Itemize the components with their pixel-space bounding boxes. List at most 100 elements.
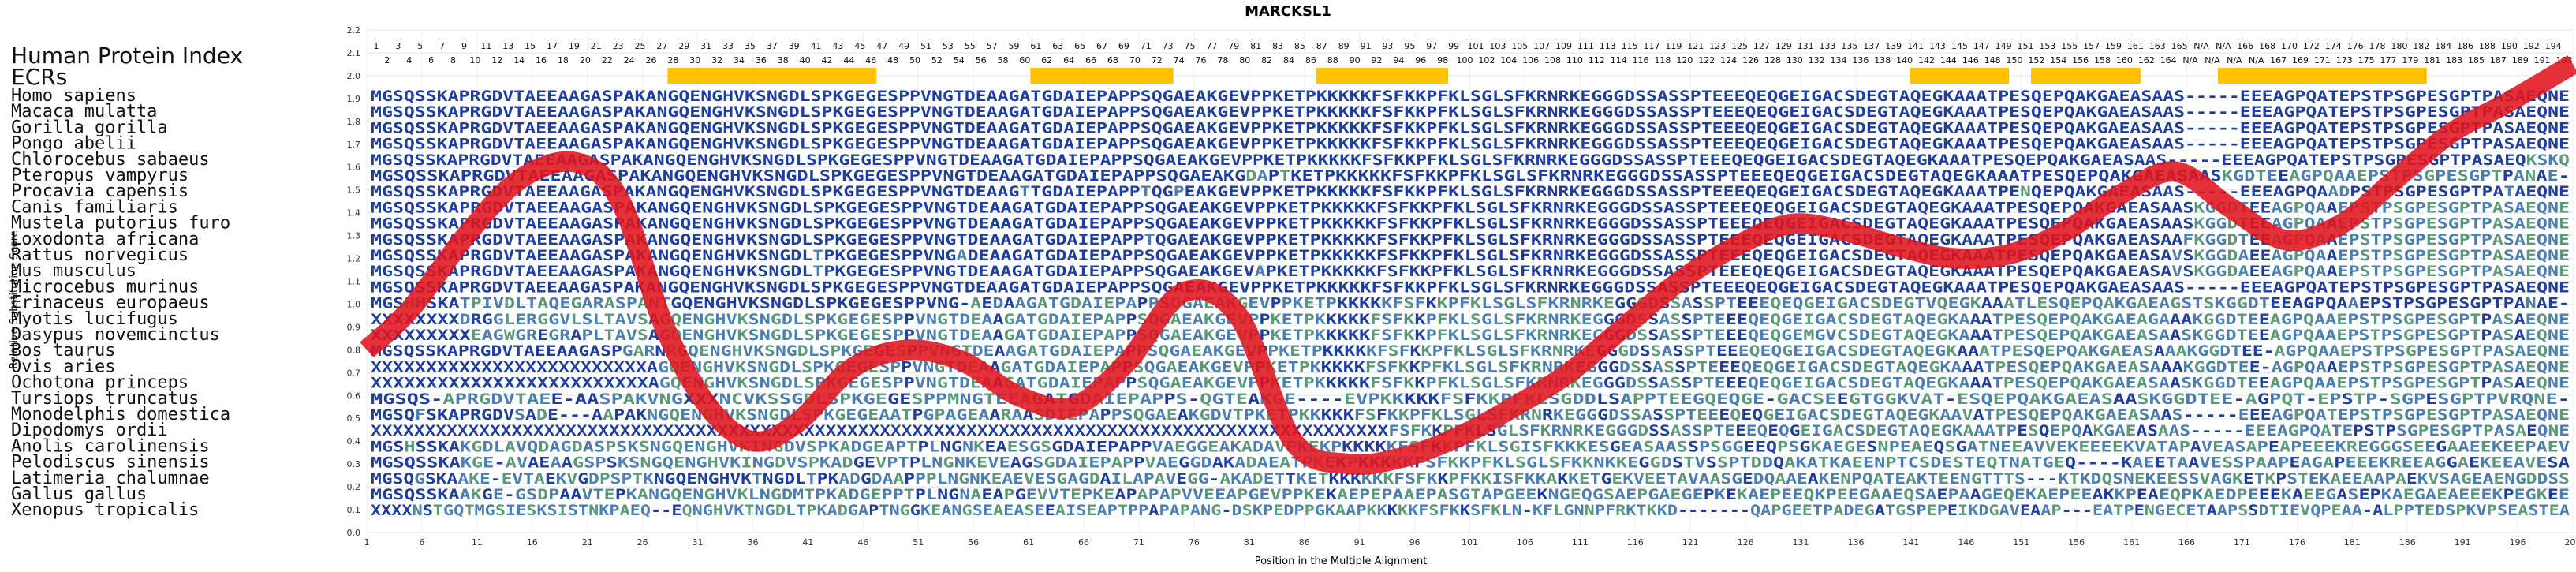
hpi-number-odd: 109: [1555, 41, 1572, 51]
y-tick-label: 0.6: [347, 391, 361, 401]
hpi-number-odd: 186: [2457, 41, 2473, 51]
hpi-number-odd: 69: [1118, 41, 1129, 51]
y-tick-label: 1.0: [347, 299, 361, 309]
x-tick-label: 106: [1517, 537, 1533, 548]
hpi-number-odd: 101: [1467, 41, 1484, 51]
hpi-number-even: 88: [1327, 55, 1338, 65]
x-tick-label: 56: [968, 537, 979, 548]
ecr-block: [2030, 68, 2141, 84]
species-label: Loxodonta africana: [11, 230, 199, 249]
y-tick-label: 0.5: [347, 413, 361, 424]
hpi-number-even: 110: [1566, 55, 1583, 65]
x-tick-label: 71: [1133, 537, 1144, 548]
x-tick-label: 101: [1462, 537, 1478, 548]
hpi-number-odd: 170: [2281, 41, 2298, 51]
hpi-number-odd: 71: [1141, 41, 1152, 51]
alignment-row: MGSQSSKAPRGDVTAEEAAGASP G A R N R GQ E NG H VK S NG D…: [371, 342, 2570, 360]
ecr-blocks: [667, 68, 2427, 84]
x-tick-label: 26: [637, 537, 648, 548]
x-tick-label: 121: [1682, 537, 1699, 548]
hpi-number-even: 177: [2380, 55, 2396, 65]
species-label: Tursiops truncatus: [11, 389, 199, 409]
hpi-number-even: 150: [2007, 55, 2023, 65]
species-label: Xenopus tropicalis: [11, 500, 199, 520]
hpi-number-even: 160: [2116, 55, 2133, 65]
hpi-number-even: 128: [1764, 55, 1781, 65]
hpi-number-odd: 85: [1294, 41, 1305, 51]
hpi-number-odd: 25: [635, 41, 646, 51]
x-tick-label: 6: [419, 537, 424, 548]
hpi-number-even: 120: [1676, 55, 1693, 65]
hpi-number-odd: 65: [1074, 41, 1085, 51]
hpi-number-odd: 35: [745, 41, 756, 51]
hpi-number-odd: 11: [480, 41, 491, 51]
hpi-number-even: 102: [1478, 55, 1495, 65]
hpi-number-odd: 192: [2523, 41, 2540, 51]
hpi-number-even: 138: [1874, 55, 1891, 65]
hpi-number-odd: 7: [439, 41, 445, 51]
hpi-number-odd: 59: [1008, 41, 1019, 51]
species-label: Chlorocebus sabaeus: [11, 150, 210, 170]
y-tick-label: 2.0: [347, 71, 361, 81]
x-tick-label: 46: [857, 537, 868, 548]
hpi-number-odd: 125: [1731, 41, 1748, 51]
x-tick-label: 146: [1958, 537, 1974, 548]
species-label: Rattus norvegicus: [11, 245, 189, 265]
hpi-number-odd: 139: [1885, 41, 1902, 51]
y-tick-label: 0.2: [347, 482, 361, 492]
hpi-number-odd: 27: [656, 41, 667, 51]
hpi-number-even: 183: [2446, 55, 2462, 65]
alignment-row: XXXX NSTGQ TMG SIE SKS IST NKP AEQ --E QNG HVK TNG D…: [371, 502, 2570, 519]
hpi-number-odd: 75: [1185, 41, 1196, 51]
x-tick-label: 61: [1023, 537, 1034, 548]
hpi-number-even: 50: [909, 55, 920, 65]
hpi-number-odd: 29: [678, 41, 689, 51]
y-tick-label: 1.4: [347, 208, 361, 219]
x-tick-label: 156: [2068, 537, 2085, 548]
hpi-number-odd: 3: [395, 41, 401, 51]
y-tick-label: 1.8: [347, 117, 361, 127]
hpi-number-even: 56: [976, 55, 987, 65]
species-label: Canis familiaris: [11, 197, 178, 217]
score-line: [360, 55, 2576, 476]
species-label: Procavia capensis: [11, 181, 189, 201]
hpi-number-even: 144: [1940, 55, 1957, 65]
hpi-number-odd: 67: [1096, 41, 1107, 51]
human-protein-index-numbers: 1 3 5 7 9 11 13 15 17 19 21 23 25 27 29 31 33 35 37 39 41 43 4…: [373, 41, 2572, 65]
hpi-number-odd: 95: [1404, 41, 1415, 51]
hpi-number-even: 14: [513, 55, 525, 65]
y-tick-label: 1.6: [347, 163, 361, 173]
alignment-row: MGSQSSKAPRGDVTAEEAAGASPAKANGQENGHVKSNGDL…: [371, 119, 2570, 136]
hpi-number-odd: 129: [1775, 41, 1792, 51]
hpi-number-even: 84: [1283, 55, 1294, 65]
hpi-number-even: N/A: [2182, 55, 2198, 65]
ecr-block: [667, 68, 877, 84]
hpi-number-odd: 143: [1929, 41, 1946, 51]
hpi-number-even: 158: [2094, 55, 2111, 65]
hpi-number-odd: 166: [2237, 41, 2253, 51]
hpi-number-even: 78: [1217, 55, 1228, 65]
species-label: Ochotona princeps: [11, 373, 189, 393]
hpi-number-odd: 141: [1907, 41, 1924, 51]
hpi-number-odd: 93: [1382, 41, 1393, 51]
hpi-number-even: 187: [2490, 55, 2507, 65]
hpi-number-odd: 151: [2017, 41, 2033, 51]
hpi-number-even: 38: [778, 55, 789, 65]
hpi-number-even: 136: [1852, 55, 1869, 65]
alignment-row: MGSQSSKA A K G E - GS D P AA VT E P K A NG Q EN G HV K LN G DM T…: [371, 486, 2570, 503]
alignment-row: MGSQSSKAPRGDVTAEEAAGASPAKANGQENGHVKSNGDL…: [371, 103, 2570, 121]
hpi-number-even: 148: [1984, 55, 2001, 65]
alignment-row: MGSQSSKAPRGDVTAEEAAGASPAKANGQENGHVKSNGDL…: [371, 167, 2570, 185]
hpi-number-odd: 41: [811, 41, 822, 51]
alignment-row: MGSQS- A PR G DV T AE E-AA SP A KV N G XXX N C VK S SG D LS P…: [371, 391, 2570, 408]
hpi-number-even: 64: [1063, 55, 1074, 65]
hpi-number-even: 191: [2534, 55, 2551, 65]
x-tick-label: 11: [472, 537, 483, 548]
hpi-number-odd: 33: [722, 41, 734, 51]
x-axis: 1 6 11 16 21 26 31 36 41 46 51 56 61 66 71 76 81 86 91 96 10…: [364, 537, 2576, 548]
hpi-number-odd: 178: [2369, 41, 2386, 51]
y-axis: 0.0 0.1 0.2 0.3 0.4 0.5 0.6 0.7 0.8 0.9 1.0 1.1 1.2 1…: [347, 25, 361, 538]
alignment-row: XXXXXXXXXXXXXXXXXXXXXXXXXA G Q EN G HV K SN G DL S…: [371, 358, 2570, 376]
hpi-number-even: 4: [406, 55, 412, 65]
